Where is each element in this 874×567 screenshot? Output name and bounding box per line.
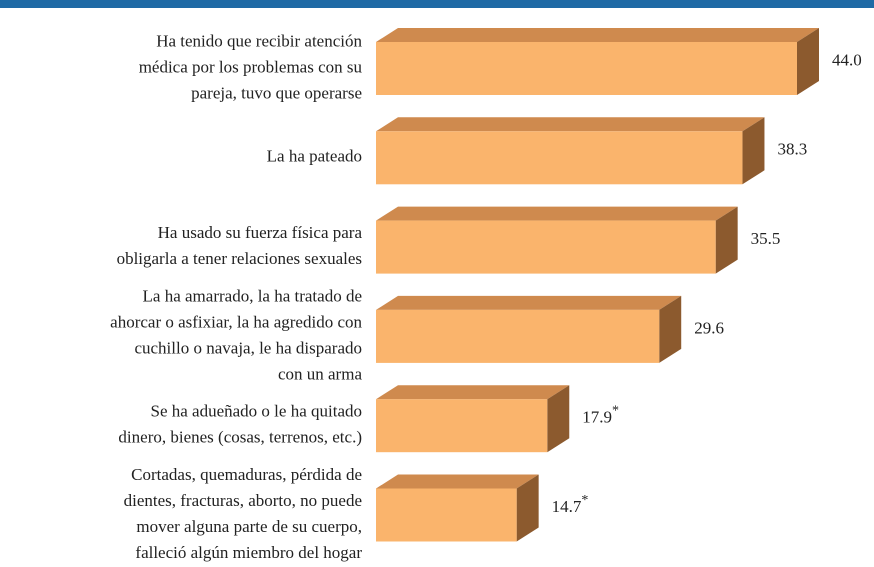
bar-side xyxy=(516,474,539,542)
bar xyxy=(376,488,517,542)
value-note: * xyxy=(612,403,619,418)
category-label: Cortadas, quemaduras, pérdida de xyxy=(131,465,362,484)
bar-side xyxy=(742,117,765,185)
category-label: falleció algún miembro del hogar xyxy=(135,543,362,562)
category-label: ahorcar o asfixiar, la ha agredido con xyxy=(110,312,362,331)
bar-side xyxy=(659,295,682,363)
bar xyxy=(376,42,797,95)
category-label: dientes, fracturas, aborto, no puede xyxy=(124,491,362,510)
value-number: 14.7 xyxy=(552,497,582,516)
category-label: médica por los problemas con su xyxy=(139,57,363,76)
header-bar xyxy=(0,0,874,8)
category-label: Ha usado su fuerza física para xyxy=(158,223,363,242)
bar-top xyxy=(376,474,539,489)
category-label: pareja, tuvo que operarse xyxy=(191,83,362,102)
bar-top xyxy=(376,28,819,42)
value-label: 14.7* xyxy=(552,493,589,516)
value-label: 38.3 xyxy=(777,140,807,159)
category-label: Se ha adueñado o le ha quitado xyxy=(151,402,363,421)
bar xyxy=(376,399,548,453)
value-label: 29.6 xyxy=(694,318,724,337)
bar xyxy=(376,309,660,363)
bar xyxy=(376,220,716,274)
bar-side xyxy=(547,385,570,453)
category-label: obligarla a tener relaciones sexuales xyxy=(117,249,362,268)
value-note: * xyxy=(581,493,588,508)
bar-side xyxy=(797,28,819,95)
value-label: 35.5 xyxy=(751,229,781,248)
bar xyxy=(376,131,743,185)
category-label: con un arma xyxy=(278,364,362,383)
bar-top xyxy=(376,117,765,132)
category-label: Ha tenido que recibir atención xyxy=(156,31,362,50)
bar-top xyxy=(376,206,738,221)
category-label: La ha pateado xyxy=(267,147,362,166)
bar-top xyxy=(376,295,682,310)
category-label: La ha amarrado, la ha tratado de xyxy=(143,286,362,305)
value-label: 17.9* xyxy=(582,403,619,426)
value-number: 17.9 xyxy=(582,408,612,427)
category-label: mover alguna parte de su cuerpo, xyxy=(136,517,362,536)
value-label: 44.0 xyxy=(832,50,862,69)
category-label: dinero, bienes (cosas, terrenos, etc.) xyxy=(118,428,362,447)
category-label: cuchillo o navaja, le ha disparado xyxy=(134,338,362,357)
bar-top xyxy=(376,385,570,400)
bar-side xyxy=(715,206,738,274)
